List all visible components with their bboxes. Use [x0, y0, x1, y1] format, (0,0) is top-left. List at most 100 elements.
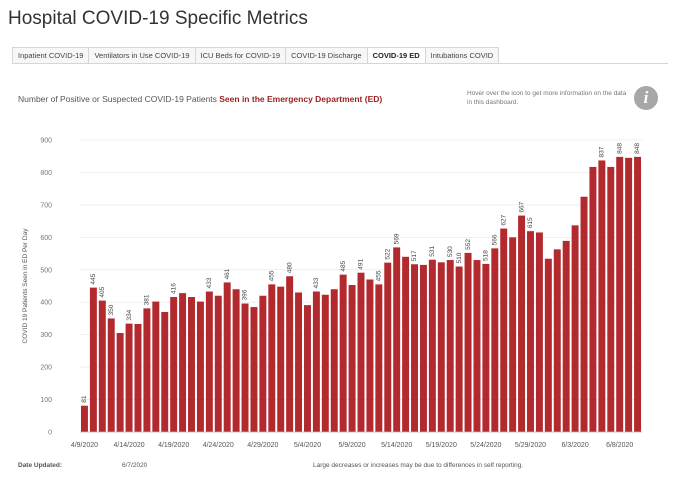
- chart-bar: [295, 292, 303, 432]
- y-tick-label: 0: [48, 430, 52, 437]
- chart-bar: [348, 285, 356, 432]
- bar-value-label: 569: [393, 233, 400, 244]
- bar-value-label: 517: [411, 250, 418, 261]
- chart-bar: [98, 300, 106, 432]
- x-tick-label: 5/9/2020: [338, 442, 365, 449]
- chart-bar: [303, 305, 311, 432]
- x-tick-label: 4/29/2020: [247, 442, 278, 449]
- chart-bar: [339, 274, 347, 432]
- chart-bar: [553, 249, 561, 432]
- date-updated-label: Date Updated:: [18, 462, 63, 469]
- chart-bar: [607, 166, 615, 432]
- bar-value-label: 381: [144, 294, 151, 305]
- x-tick-label: 5/14/2020: [381, 442, 412, 449]
- bar-value-label: 615: [527, 217, 534, 228]
- x-tick-label: 6/3/2020: [561, 442, 588, 449]
- chart-bar: [170, 297, 178, 432]
- bar-value-label: 480: [286, 262, 293, 273]
- info-icon[interactable]: i: [634, 86, 658, 110]
- bar-value-label: 837: [599, 146, 606, 157]
- chart-bar: [241, 303, 249, 432]
- chart-bar: [89, 287, 97, 432]
- bar-value-label: 566: [492, 234, 499, 245]
- chart-bar: [419, 264, 427, 432]
- bar-value-label: 522: [384, 248, 391, 259]
- bar-value-label: 518: [483, 250, 490, 261]
- bar-value-label: 848: [616, 143, 623, 154]
- chart-bar: [598, 160, 606, 432]
- tab-discharge[interactable]: COVID-19 Discharge: [286, 48, 368, 63]
- tab-intubations[interactable]: Intubations COVID: [430, 51, 494, 60]
- bar-value-label: 334: [126, 309, 133, 320]
- tab-covid-ed[interactable]: COVID-19 ED: [367, 48, 426, 63]
- page-title: Hospital COVID-19 Specific Metrics: [8, 8, 308, 29]
- chart-bar: [188, 297, 195, 432]
- chart-bar: [464, 252, 472, 432]
- bar-value-label: 461: [224, 268, 231, 279]
- chart-bar: [312, 291, 320, 432]
- chart-bar: [562, 240, 570, 432]
- bar-value-label: 416: [170, 283, 177, 294]
- y-axis-title: COVID 19 Patients Seen in ED Per Day: [22, 228, 29, 344]
- subtitle-prefix: Number of Positive or Suspected COVID-19…: [18, 94, 220, 104]
- x-tick-label: 6/8/2020: [606, 442, 633, 449]
- x-tick-label: 5/19/2020: [426, 442, 457, 449]
- bar-value-label: 455: [376, 270, 383, 281]
- chart-bar: [125, 323, 133, 432]
- x-tick-label: 5/4/2020: [294, 442, 321, 449]
- y-tick-label: 700: [40, 202, 52, 209]
- chart-bar: [232, 289, 240, 432]
- chart-bar: [223, 282, 231, 432]
- y-tick-label: 900: [40, 138, 52, 145]
- bar-value-label: 627: [500, 214, 507, 225]
- y-tick-label: 100: [40, 397, 52, 404]
- bar-value-label: 531: [429, 245, 436, 256]
- bar-value-label: 455: [269, 270, 276, 281]
- chart-bar: [134, 323, 142, 432]
- chart-bar: [268, 284, 276, 432]
- x-tick-label: 5/29/2020: [515, 442, 546, 449]
- bar-value-label: 667: [518, 201, 525, 212]
- bar-value-label: 405: [99, 286, 106, 297]
- chart-bar: [107, 318, 115, 432]
- hover-note: Hover over the icon to get more informat…: [467, 90, 627, 106]
- y-tick-label: 600: [40, 235, 52, 242]
- chart-bar: [161, 311, 169, 432]
- x-tick-label: 4/14/2020: [113, 442, 144, 449]
- chart-bar: [259, 295, 267, 432]
- chart-bar: [402, 256, 410, 432]
- tab-icu-beds[interactable]: ICU Beds for COVID-19: [196, 48, 287, 63]
- tab-inpatient-covid[interactable]: Inpatient COVID-19: [13, 48, 90, 63]
- chart-bar: [116, 333, 124, 432]
- bar-value-label: 433: [206, 277, 213, 288]
- tab-ventilators[interactable]: Ventilators in Use COVID-19: [89, 48, 196, 63]
- chart-bar: [482, 263, 490, 432]
- chart-bar: [80, 405, 88, 432]
- chart-bar: [196, 301, 204, 432]
- chart-bar: [321, 294, 329, 432]
- bar-value-label: 81: [81, 395, 88, 403]
- chart-bar: [437, 262, 445, 432]
- chart-bar: [286, 276, 294, 432]
- chart-bar: [527, 231, 534, 432]
- chart-bar: [411, 264, 419, 432]
- chart-bar: [580, 196, 588, 432]
- chart-bar: [535, 232, 543, 432]
- bar-value-label: 350: [108, 304, 115, 315]
- chart-bar: [152, 301, 160, 432]
- chart-bar: [634, 156, 642, 433]
- x-tick-label: 4/24/2020: [203, 442, 234, 449]
- y-tick-label: 800: [40, 170, 52, 177]
- bar-value-label: 396: [242, 289, 249, 300]
- chart-bar: [428, 259, 436, 432]
- chart-bar: [366, 279, 374, 432]
- chart-bar: [205, 291, 213, 432]
- chart-bar: [250, 307, 258, 432]
- chart-bar: [491, 248, 499, 432]
- chart-bar: [455, 266, 463, 432]
- x-tick-label: 4/19/2020: [158, 442, 189, 449]
- chart-bar: [143, 308, 151, 432]
- footer-note: Large decreases or increases may be due …: [313, 462, 524, 469]
- chart-bar: [473, 260, 481, 432]
- chart-bar: [571, 225, 579, 432]
